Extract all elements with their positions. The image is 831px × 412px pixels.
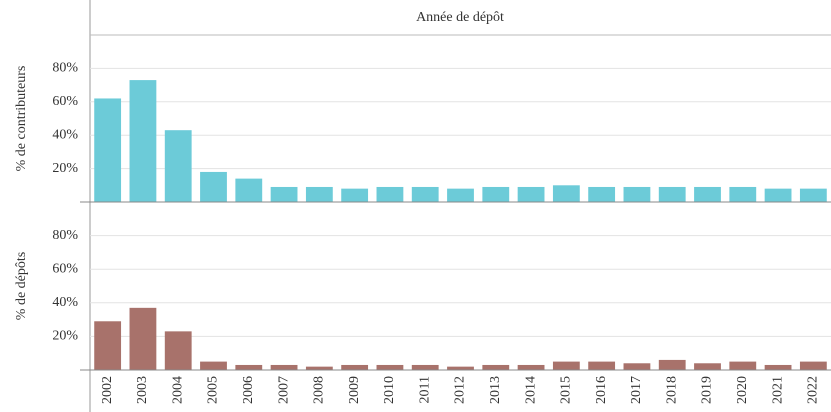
x-tick-label: 2015 [559, 376, 574, 404]
bar [447, 366, 474, 370]
bar [235, 364, 263, 370]
bar [270, 186, 298, 202]
bar [482, 364, 510, 370]
bar [305, 366, 333, 370]
bar [658, 359, 686, 370]
x-tick-label: 2020 [735, 376, 750, 404]
bar [376, 364, 404, 370]
x-tick-label: 2003 [135, 376, 150, 404]
x-tick-label: 2017 [629, 376, 644, 404]
chart-title: Année de dépôt [416, 10, 504, 25]
y-tick-label: 60% [52, 94, 78, 109]
bar [623, 186, 651, 202]
x-tick-label: 2016 [594, 376, 609, 404]
bar [729, 361, 757, 370]
bar [764, 364, 792, 370]
bar [482, 186, 510, 202]
bar [200, 171, 227, 202]
bar [94, 98, 122, 202]
bar [623, 363, 651, 370]
y-tick-label: 20% [52, 161, 78, 176]
x-tick-label: 2009 [347, 376, 362, 404]
bar [588, 361, 616, 370]
y-axis-label: % de dépôts [14, 252, 29, 320]
bar [270, 364, 298, 370]
x-tick-label: 2005 [206, 376, 221, 404]
x-tick-label: 2012 [453, 376, 468, 404]
bar [376, 186, 404, 202]
y-tick-label: 80% [52, 228, 78, 243]
x-tick-label: 2018 [664, 376, 679, 404]
bar [694, 186, 721, 202]
bar [305, 186, 333, 202]
bar [411, 186, 439, 202]
x-tick-label: 2019 [700, 376, 715, 404]
y-tick-label: 40% [52, 295, 78, 310]
bar [552, 361, 580, 370]
bar [517, 364, 545, 370]
bar [129, 307, 157, 370]
x-tick-label: 2006 [241, 376, 256, 404]
x-tick-label: 2010 [382, 376, 397, 404]
bar [164, 130, 192, 202]
bar [200, 361, 227, 370]
y-tick-label: 80% [52, 61, 78, 76]
bar [694, 363, 721, 370]
y-tick-label: 60% [52, 261, 78, 276]
bar [658, 186, 686, 202]
bar [235, 178, 263, 202]
bar [764, 188, 792, 202]
y-tick-label: 40% [52, 127, 78, 142]
bar [411, 364, 439, 370]
x-tick-label: 2007 [276, 376, 291, 404]
bar [164, 331, 192, 370]
x-tick-label: 2014 [523, 376, 538, 404]
bar [341, 188, 369, 202]
bar [129, 80, 157, 202]
y-tick-label: 20% [52, 329, 78, 344]
x-tick-label: 2021 [770, 376, 785, 404]
bar [799, 361, 827, 370]
bar [447, 188, 474, 202]
bar [729, 186, 757, 202]
bar [341, 364, 369, 370]
x-tick-label: 2022 [806, 376, 821, 404]
x-tick-label: 2013 [488, 376, 503, 404]
bar [517, 186, 545, 202]
x-tick-label: 2008 [312, 376, 327, 404]
x-tick-label: 2011 [417, 376, 432, 403]
y-axis-label: % de contributeurs [14, 66, 29, 172]
x-tick-label: 2002 [100, 376, 115, 404]
bar [799, 188, 827, 202]
bar [588, 186, 616, 202]
bar [552, 185, 580, 202]
x-tick-label: 2004 [170, 376, 185, 404]
bar [94, 321, 122, 370]
